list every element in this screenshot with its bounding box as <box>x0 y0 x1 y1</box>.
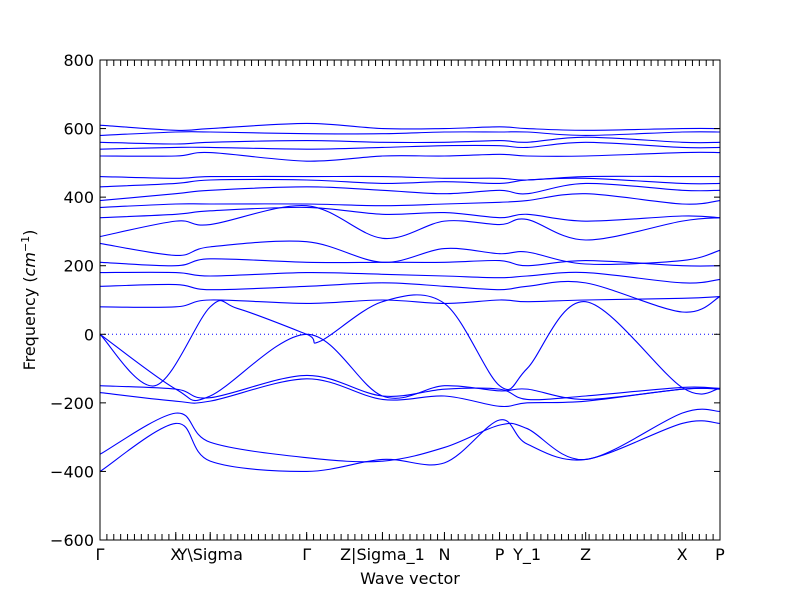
phonon-band-21 <box>99 131 721 136</box>
y-axis-label-exp: −1 <box>19 236 32 252</box>
phonon-band-2 <box>99 408 721 463</box>
y-tick-label: 200 <box>63 257 94 276</box>
x-tick-label: Γ <box>302 545 311 564</box>
x-tick-label: N <box>438 545 450 564</box>
phonon-band-20 <box>99 136 721 145</box>
plot-frame <box>99 59 721 541</box>
y-tick-label: 400 <box>63 188 94 207</box>
phonon-band-8 <box>99 280 721 313</box>
x-tick-label: Z <box>580 545 591 564</box>
x-tick-label: X <box>677 545 688 564</box>
phonon-band-17 <box>99 175 720 181</box>
phonon-band-12 <box>99 205 721 241</box>
y-tick-label: −600 <box>50 531 94 550</box>
y-axis-label-unit: cm <box>20 252 39 276</box>
phonon-band-19 <box>99 141 721 150</box>
band-lines <box>99 122 721 472</box>
phonon-band-16 <box>99 177 721 188</box>
phonon-band-9 <box>99 271 721 284</box>
x-tick-label: Y\Sigma <box>177 545 243 564</box>
x-tick-label: Z|Sigma_1 <box>340 545 425 565</box>
x-tick-label: P <box>495 545 505 564</box>
phonon-band-4 <box>99 374 721 401</box>
y-tick-label: −400 <box>50 462 94 481</box>
y-tick-label: −200 <box>50 394 94 413</box>
x-tick-label: P <box>715 545 725 564</box>
phonon-band-15 <box>99 182 721 202</box>
y-axis-label-close: ) <box>20 230 39 236</box>
phonon-band-5 <box>99 333 721 402</box>
y-tick-label: 800 <box>63 51 94 70</box>
phonon-band-13 <box>99 206 721 222</box>
y-tick-label: 0 <box>84 325 94 344</box>
x-tick-label: Γ <box>96 545 105 564</box>
phonon-band-10 <box>99 258 721 267</box>
x-tick-label: Y_1 <box>512 545 541 565</box>
x-axis-label: Wave vector <box>360 569 460 588</box>
phonon-band-7 <box>99 296 721 308</box>
phonon-band-22 <box>99 122 721 131</box>
y-axis-ticks: −600 −400 −200 0 200 400 600 800 <box>50 51 720 550</box>
y-tick-label: 600 <box>63 120 94 139</box>
y-axis-label: Frequency (cm−1) <box>19 230 39 371</box>
phonon-band-14 <box>99 193 721 208</box>
x-tick-label: X <box>170 545 181 564</box>
y-axis-label-main: Frequency ( <box>20 276 39 370</box>
phonon-band-6 <box>99 294 721 395</box>
x-axis-ticks: Γ XY\Sigma Γ Z|Sigma_1 N P Y_1 Z X P <box>96 60 725 565</box>
phonon-band-1 <box>99 419 721 472</box>
phonon-band-11 <box>99 240 721 265</box>
phonon-band-18 <box>99 151 721 162</box>
